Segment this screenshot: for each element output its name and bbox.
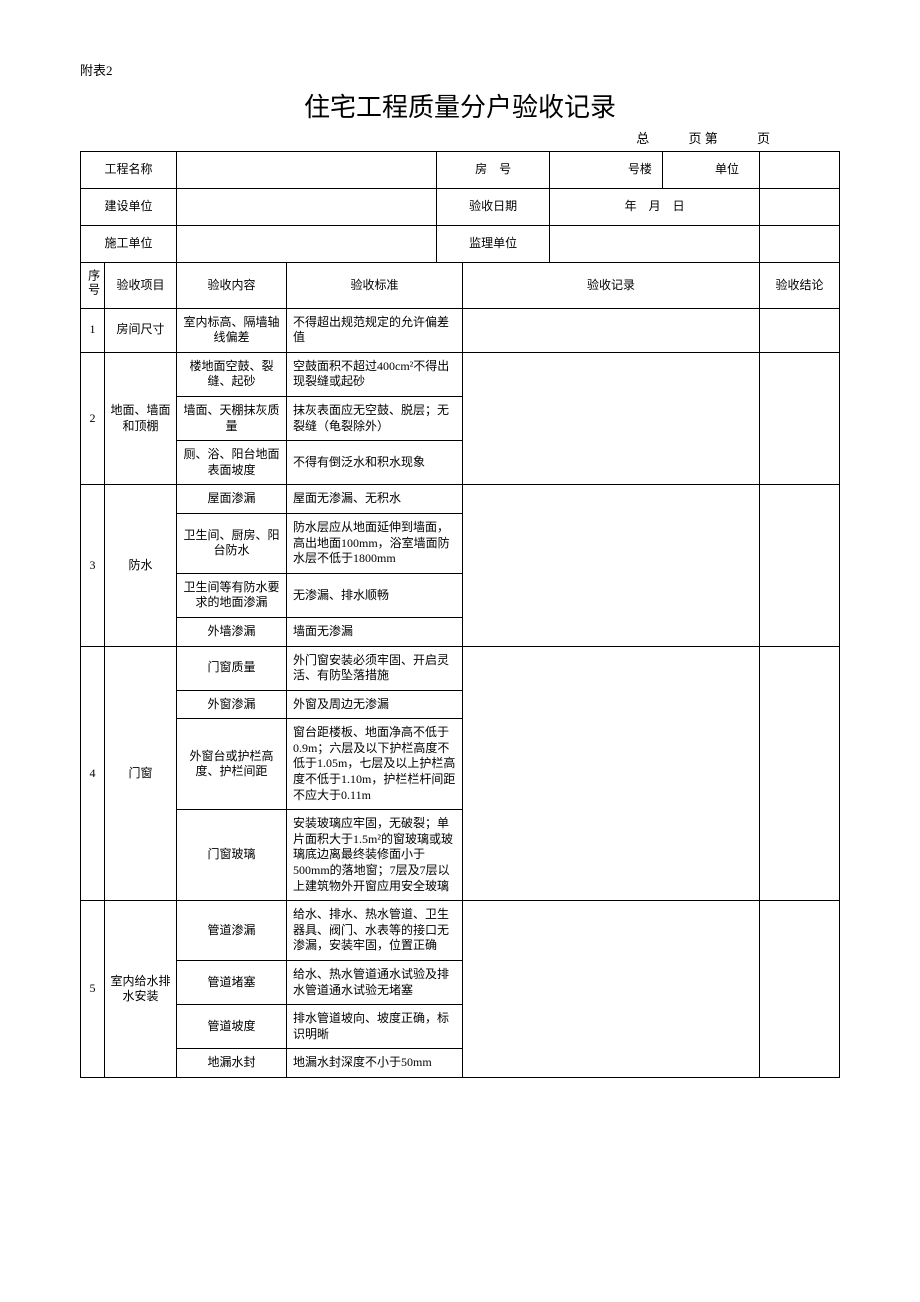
standard-cell: 空鼓面积不超过400cm²不得出现裂缝或起砂 (287, 352, 463, 396)
page-title: 住宅工程质量分户验收记录 (80, 87, 840, 124)
col-record: 验收记录 (463, 263, 760, 309)
standard-cell: 不得有倒泛水和积水现象 (287, 441, 463, 485)
col-seq: 序号 (81, 263, 105, 309)
item-cell: 室内给水排水安装 (105, 901, 177, 1078)
result-cell (760, 901, 840, 1078)
seq-cell: 1 (81, 308, 105, 352)
inspection-table: 工程名称 房 号 号楼 单位 建设单位 验收日期 年 月 日 (80, 151, 840, 1078)
column-header-row: 序号 验收项目 验收内容 验收标准 验收记录 验收结论 (81, 263, 840, 309)
item-cell: 房间尺寸 (105, 308, 177, 352)
page-label: 页 第 (688, 131, 717, 146)
content-cell: 外墙渗漏 (177, 617, 287, 646)
unit-label: 单位 (662, 152, 759, 188)
total-pages-label: 总 (636, 131, 649, 146)
content-cell: 屋面渗漏 (177, 485, 287, 514)
standard-cell: 屋面无渗漏、无积水 (287, 485, 463, 514)
builder-value (177, 189, 437, 226)
check-date-label: 验收日期 (437, 189, 550, 225)
table-row: 4门窗门窗质量外门窗安装必须牢固、开启灵活、有防坠落措施 (81, 646, 840, 690)
content-cell: 管道堵塞 (177, 961, 287, 1005)
header-row-1: 工程名称 房 号 号楼 单位 (81, 152, 840, 189)
unit-value (760, 152, 840, 189)
content-cell: 卫生间等有防水要求的地面渗漏 (177, 573, 287, 617)
content-cell: 管道坡度 (177, 1005, 287, 1049)
seq-cell: 4 (81, 646, 105, 901)
result-cell (760, 308, 840, 352)
standard-cell: 外窗及周边无渗漏 (287, 690, 463, 719)
content-cell: 室内标高、隔墙轴线偏差 (177, 308, 287, 352)
table-row: 5室内给水排水安装管道渗漏给水、排水、热水管道、卫生器具、阀门、水表等的接口无渗… (81, 901, 840, 961)
record-cell (463, 646, 760, 901)
contractor-label: 施工单位 (81, 226, 177, 263)
standard-cell: 防水层应从地面延伸到墙面，高出地面100mm，浴室墙面防水层不低于1800mm (287, 513, 463, 573)
content-cell: 厕、浴、阳台地面表面坡度 (177, 441, 287, 485)
content-cell: 墙面、天棚抹灰质量 (177, 396, 287, 440)
seq-cell: 2 (81, 352, 105, 485)
record-cell (463, 485, 760, 646)
col-standard: 验收标准 (287, 263, 463, 309)
seq-cell: 5 (81, 901, 105, 1078)
project-name-value (177, 152, 437, 189)
col-item: 验收项目 (105, 263, 177, 309)
contractor-value (177, 226, 437, 263)
builder-label: 建设单位 (81, 189, 177, 226)
standard-cell: 排水管道坡向、坡度正确，标识明晰 (287, 1005, 463, 1049)
table-row: 2地面、墙面和顶棚楼地面空鼓、裂缝、起砂空鼓面积不超过400cm²不得出现裂缝或… (81, 352, 840, 396)
room-no-label: 房 号 (437, 152, 550, 188)
content-cell: 门窗质量 (177, 646, 287, 690)
standard-cell: 窗台距楼板、地面净高不低于0.9m；六层及以下护栏高度不低于1.05m，七层及以… (287, 719, 463, 810)
result-cell (760, 485, 840, 646)
header-row-2: 建设单位 验收日期 年 月 日 (81, 189, 840, 226)
pagination: 总 页 第 页 (80, 128, 840, 147)
standard-cell: 安装玻璃应牢固，无破裂；单片面积大于1.5m²的窗玻璃或玻璃底边离最终装修面小于… (287, 810, 463, 901)
item-cell: 地面、墙面和顶棚 (105, 352, 177, 485)
content-cell: 门窗玻璃 (177, 810, 287, 901)
item-cell: 防水 (105, 485, 177, 646)
standard-cell: 墙面无渗漏 (287, 617, 463, 646)
content-cell: 地漏水封 (177, 1049, 287, 1078)
date-extra (760, 189, 840, 226)
standard-cell: 抹灰表面应无空鼓、脱层；无裂缝（龟裂除外） (287, 396, 463, 440)
record-cell (463, 308, 760, 352)
header-row-3: 施工单位 监理单位 (81, 226, 840, 263)
appendix-label: 附表2 (80, 60, 840, 79)
standard-cell: 地漏水封深度不小于50mm (287, 1049, 463, 1078)
table-row: 1房间尺寸室内标高、隔墙轴线偏差不得超出规范规定的允许偏差值 (81, 308, 840, 352)
supervisor-label: 监理单位 (437, 226, 550, 262)
content-cell: 外窗台或护栏高度、护栏间距 (177, 719, 287, 810)
building-label: 号楼 (550, 152, 663, 188)
col-result: 验收结论 (760, 263, 840, 309)
item-cell: 门窗 (105, 646, 177, 901)
content-cell: 管道渗漏 (177, 901, 287, 961)
standard-cell: 外门窗安装必须牢固、开启灵活、有防坠落措施 (287, 646, 463, 690)
record-cell (463, 352, 760, 485)
standard-cell: 无渗漏、排水顺畅 (287, 573, 463, 617)
standard-cell: 给水、热水管道通水试验及排水管道通水试验无堵塞 (287, 961, 463, 1005)
table-row: 3防水屋面渗漏屋面无渗漏、无积水 (81, 485, 840, 514)
content-cell: 卫生间、厨房、阳台防水 (177, 513, 287, 573)
content-cell: 外窗渗漏 (177, 690, 287, 719)
supervisor-value (550, 226, 759, 262)
supervisor-extra (760, 226, 840, 263)
page-suffix: 页 (757, 131, 770, 146)
standard-cell: 不得超出规范规定的允许偏差值 (287, 308, 463, 352)
record-cell (463, 901, 760, 1078)
result-cell (760, 352, 840, 485)
seq-cell: 3 (81, 485, 105, 646)
result-cell (760, 646, 840, 901)
content-cell: 楼地面空鼓、裂缝、起砂 (177, 352, 287, 396)
standard-cell: 给水、排水、热水管道、卫生器具、阀门、水表等的接口无渗漏，安装牢固，位置正确 (287, 901, 463, 961)
check-date-value: 年 月 日 (550, 189, 759, 225)
col-content: 验收内容 (177, 263, 287, 309)
project-name-label: 工程名称 (81, 152, 177, 189)
